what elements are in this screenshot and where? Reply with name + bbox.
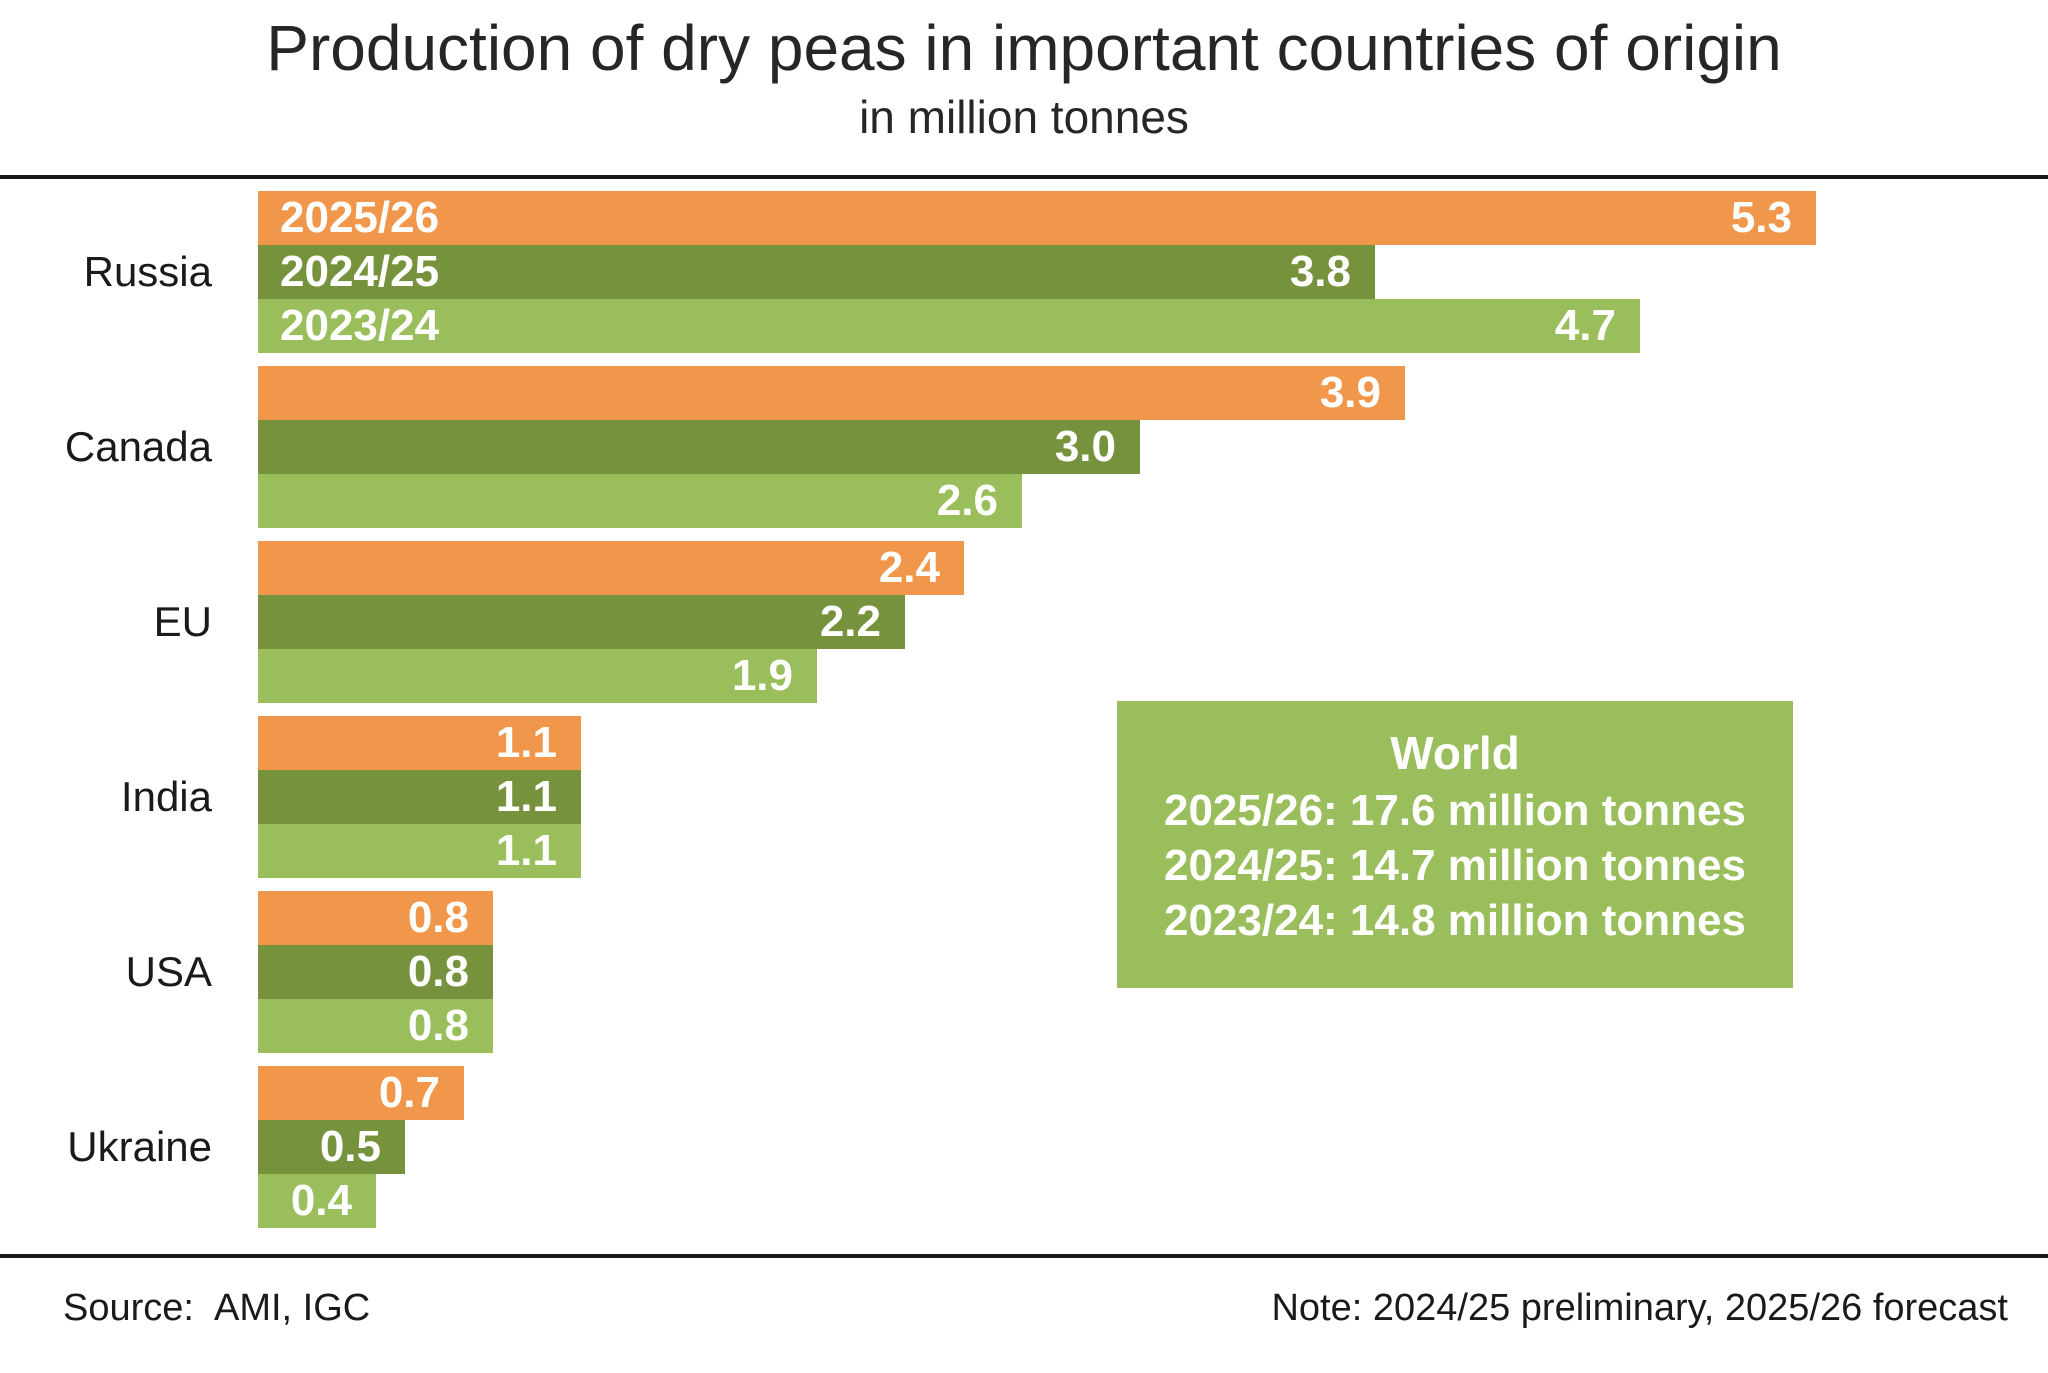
bar-ukraine-2024-25: 0.5 <box>258 1120 405 1174</box>
bar-india-2025-26: 1.1 <box>258 716 581 770</box>
bar-stack: 2.4 2.2 1.9 <box>258 541 964 703</box>
bar-usa-2023-24: 0.8 <box>258 999 493 1053</box>
bar-value-label: 0.7 <box>378 1068 440 1117</box>
bar-india-2024-25: 1.1 <box>258 770 581 824</box>
bar-ukraine-2023-24: 0.4 <box>258 1174 376 1228</box>
bar-group-eu: EU 2.4 2.2 1.9 <box>0 541 2048 703</box>
bar-value-label: 0.8 <box>407 947 469 996</box>
bar-group-canada: Canada 3.9 3.0 2.6 <box>0 366 2048 528</box>
bar-eu-2023-24: 1.9 <box>258 649 817 703</box>
chart-title: Production of dry peas in important coun… <box>266 12 1782 84</box>
chart-subtitle: in million tonnes <box>859 91 1189 143</box>
chart-header: Production of dry peas in important coun… <box>0 8 2048 146</box>
bar-value-label: 3.9 <box>1319 368 1381 417</box>
bottom-rule <box>0 1254 2048 1258</box>
bar-stack: 0.7 0.5 0.4 <box>258 1066 464 1228</box>
bar-canada-2025-26: 3.9 <box>258 366 1405 420</box>
source-text: Source: AMI, IGC <box>63 1272 370 1344</box>
series-inline-label: 2025/26 <box>280 193 440 242</box>
bar-value-label: 1.1 <box>495 718 557 767</box>
bar-stack: 0.8 0.8 0.8 <box>258 891 493 1053</box>
bar-value-label: 0.8 <box>407 893 469 942</box>
bar-value-label: 1.1 <box>495 826 557 875</box>
bar-stack: 1.1 1.1 1.1 <box>258 716 581 878</box>
world-annotation-line: 2024/25: 14.7 million tonnes <box>1163 841 1746 890</box>
source-value: AMI, IGC <box>213 1287 371 1329</box>
bar-group-russia: Russia 2025/26 5.3 2024/25 3.8 2023/24 4.7 <box>0 191 2048 353</box>
category-label: Russia <box>83 248 212 295</box>
bar-usa-2024-25: 0.8 <box>258 945 493 999</box>
world-annotation-line: 2023/24: 14.8 million tonnes <box>1163 896 1746 945</box>
bar-group-india: India 1.1 1.1 1.1 <box>0 716 2048 878</box>
top-rule <box>0 175 2048 179</box>
category-label: Canada <box>64 423 212 470</box>
bar-value-label: 1.1 <box>495 772 557 821</box>
bar-eu-2024-25: 2.2 <box>258 595 905 649</box>
world-annotation-box: World 2025/26: 17.6 million tonnes 2024/… <box>1117 701 1793 988</box>
bar-canada-2023-24: 2.6 <box>258 474 1022 528</box>
category-label: Ukraine <box>67 1123 212 1170</box>
bar-value-label: 3.8 <box>1289 247 1351 296</box>
series-inline-label: 2024/25 <box>280 247 440 296</box>
bar-russia-2025-26: 2025/26 5.3 <box>258 191 1816 245</box>
category-label: India <box>120 773 212 820</box>
bar-canada-2024-25: 3.0 <box>258 420 1140 474</box>
category-label: USA <box>125 948 212 995</box>
bar-value-label: 1.9 <box>731 651 793 700</box>
source-label: Source: <box>63 1287 194 1329</box>
bar-group-ukraine: Ukraine 0.7 0.5 0.4 <box>0 1066 2048 1228</box>
bar-value-label: 2.6 <box>936 476 998 525</box>
world-annotation-line: 2025/26: 17.6 million tonnes <box>1163 786 1746 835</box>
bar-value-label: 0.5 <box>319 1122 381 1171</box>
bar-value-label: 0.4 <box>290 1176 352 1225</box>
bar-eu-2025-26: 2.4 <box>258 541 964 595</box>
chart-footer: Source: AMI, IGC Note: 2024/25 preliminar… <box>0 1272 2048 1344</box>
bar-value-label: 3.0 <box>1054 422 1116 471</box>
bar-value-label: 4.7 <box>1554 301 1616 350</box>
world-annotation-title: World <box>1390 727 1520 779</box>
bar-russia-2023-24: 2023/24 4.7 <box>258 299 1640 353</box>
category-label: EU <box>153 598 212 645</box>
bar-value-label: 0.8 <box>407 1001 469 1050</box>
bar-india-2023-24: 1.1 <box>258 824 581 878</box>
bar-stack: 2025/26 5.3 2024/25 3.8 2023/24 4.7 <box>258 191 1816 353</box>
bar-group-usa: USA 0.8 0.8 0.8 <box>0 891 2048 1053</box>
bar-stack: 3.9 3.0 2.6 <box>258 366 1405 528</box>
bar-value-label: 5.3 <box>1730 193 1792 242</box>
bar-russia-2024-25: 2024/25 3.8 <box>258 245 1375 299</box>
bar-value-label: 2.2 <box>819 597 881 646</box>
series-inline-label: 2023/24 <box>280 301 440 350</box>
bar-value-label: 2.4 <box>878 543 940 592</box>
note-text: Note: 2024/25 preliminary, 2025/26 forec… <box>1271 1287 2008 1329</box>
plot-area: Russia 2025/26 5.3 2024/25 3.8 2023/24 4.7 Cana… <box>0 179 2048 1228</box>
bar-ukraine-2025-26: 0.7 <box>258 1066 464 1120</box>
bar-usa-2025-26: 0.8 <box>258 891 493 945</box>
